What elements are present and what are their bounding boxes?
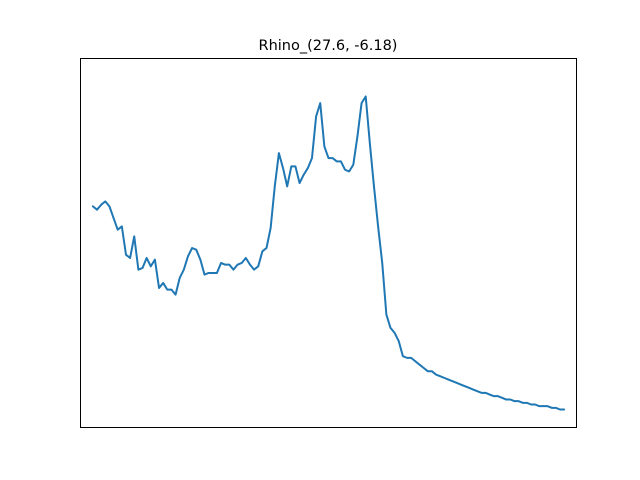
plot-area — [91, 95, 566, 411]
chart-title: Rhino_(27.6, -6.18) — [259, 38, 398, 54]
series-line-0 — [91, 95, 566, 411]
axes-frame — [80, 58, 577, 428]
